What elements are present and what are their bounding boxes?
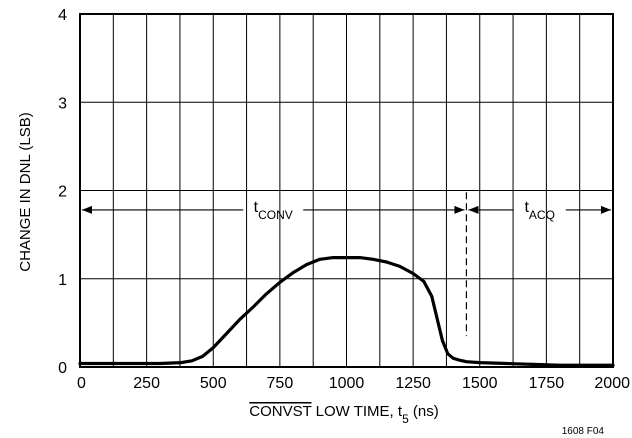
arrowhead-left: [468, 205, 479, 214]
x-tick-label: 1000: [329, 375, 365, 392]
x-axis-label-unit: (ns): [409, 403, 439, 420]
x-tick-label: 250: [133, 375, 160, 392]
figure-code: 1608 F04: [562, 426, 605, 437]
dnl-curve: [78, 256, 615, 367]
grid: [80, 14, 613, 367]
y-tick-label: 4: [58, 7, 67, 24]
x-tick-label: 1250: [395, 375, 431, 392]
y-tick-label: 3: [58, 95, 67, 112]
x-tick-label: 0: [77, 375, 86, 392]
annotations: tCONV tACQ: [82, 199, 611, 222]
x-tick-label: 1750: [529, 375, 565, 392]
y-tick-label: 1: [58, 272, 67, 289]
arrowhead-left: [82, 205, 92, 214]
x-tick-label: 750: [267, 375, 294, 392]
x-axis-label-sub: 5: [402, 412, 409, 426]
annotation-label: tCONV: [254, 199, 293, 222]
y-tick-label: 0: [58, 360, 67, 377]
x-axis-label-overline: CONVST: [249, 403, 311, 420]
x-tick-label: 500: [200, 375, 227, 392]
y-tick-label: 2: [58, 184, 67, 201]
y-tick-labels: 0 1 2 3 4: [58, 7, 67, 377]
x-tick-label: 2000: [594, 375, 630, 392]
arrowhead-right: [601, 205, 611, 214]
annotation-label: tACQ: [524, 199, 554, 222]
x-tick-labels: 0 250 500 750 1000 1250 1500 1750 2000: [77, 375, 630, 392]
x-axis-label: CONVST LOW TIME, t5 (ns): [249, 403, 439, 426]
y-axis-label: CHANGE IN DNL (LSB): [17, 112, 34, 271]
x-axis-label-rest: LOW TIME, t: [311, 403, 402, 420]
arrowhead-right: [454, 205, 465, 214]
plot-frame: [79, 13, 614, 368]
x-tick-label: 1500: [462, 375, 498, 392]
